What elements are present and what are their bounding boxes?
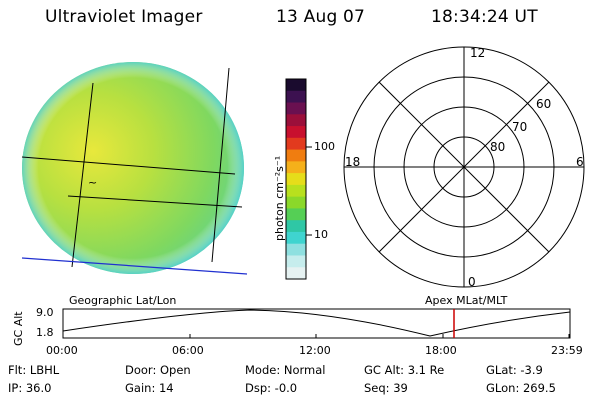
mode-value: Mode: Normal bbox=[245, 363, 326, 377]
colorbar-cell bbox=[286, 79, 306, 92]
gc-alt-value: GC Alt: 3.1 Re bbox=[364, 363, 445, 377]
glat-value: GLat: -3.9 bbox=[486, 363, 543, 377]
colorbar-cell bbox=[286, 161, 306, 174]
orbit-x-tick-1800: 18:00 bbox=[425, 344, 457, 357]
colorbar-cell bbox=[286, 149, 306, 162]
colorbar-tick-10: 10 bbox=[314, 228, 328, 241]
filter-value: Flt: LBHL bbox=[8, 363, 60, 377]
colorbar-cell bbox=[286, 102, 306, 115]
mlt-label-12: 12 bbox=[470, 46, 486, 60]
dsp-value: Dsp: -0.0 bbox=[245, 381, 298, 395]
seq-value: Seq: 39 bbox=[364, 381, 408, 395]
orbit-x-tick-1200: 12:00 bbox=[299, 344, 331, 357]
colorbar-tick-100: 100 bbox=[314, 140, 335, 153]
mlt-label-18: 18 bbox=[345, 155, 361, 169]
colorbar-cell bbox=[286, 90, 306, 104]
colorbar-cell bbox=[286, 126, 306, 139]
coastline bbox=[21, 257, 248, 275]
orbit-y-tick-min: 1.8 bbox=[36, 326, 54, 339]
lat-label-80: 80 bbox=[490, 140, 506, 154]
colorbar-cell bbox=[286, 243, 306, 257]
date-label: 13 Aug 07 bbox=[276, 7, 366, 27]
orbit-x-tick-0600: 06:00 bbox=[172, 344, 204, 357]
colorbar-cell bbox=[286, 220, 306, 233]
mlt-label-0: 0 bbox=[468, 275, 476, 289]
orbit-x-tick-0000: 00:00 bbox=[46, 344, 78, 357]
colorbar-cell bbox=[286, 173, 306, 186]
mlt-label-6: 6 bbox=[576, 155, 584, 169]
orbit-altitude-curve bbox=[62, 309, 571, 337]
colorbar-cell bbox=[286, 137, 306, 151]
colorbar-cell bbox=[286, 255, 306, 268]
orbit-y-tick-max: 9.0 bbox=[36, 306, 54, 319]
colorbar-cell bbox=[286, 208, 306, 221]
polar-diagonal-2 bbox=[378, 81, 550, 253]
geo-grid bbox=[21, 67, 243, 268]
geographic-grid-label: Geographic Lat/Lon bbox=[69, 294, 177, 307]
orbit-x-tick-2359: 23:59 bbox=[551, 344, 583, 357]
apex-grid-label: Apex MLat/MLT bbox=[425, 294, 508, 307]
door-value: Door: Open bbox=[125, 363, 191, 377]
ip-value: IP: 36.0 bbox=[8, 381, 52, 395]
glon-value: GLon: 269.5 bbox=[486, 381, 556, 395]
colorbar-cell bbox=[286, 114, 306, 127]
colorbar-cell bbox=[286, 184, 306, 198]
colorbar-cell bbox=[286, 231, 306, 245]
instrument-title: Ultraviolet Imager bbox=[45, 7, 203, 27]
gain-value: Gain: 14 bbox=[125, 381, 174, 395]
time-label: 18:34:24 UT bbox=[431, 7, 538, 27]
lat-label-70: 70 bbox=[512, 120, 528, 134]
lat-label-60: 60 bbox=[536, 97, 552, 111]
overlay-marker: ~ bbox=[88, 176, 97, 189]
colorbar-cell bbox=[286, 196, 306, 210]
colorbar-cell bbox=[286, 267, 306, 280]
